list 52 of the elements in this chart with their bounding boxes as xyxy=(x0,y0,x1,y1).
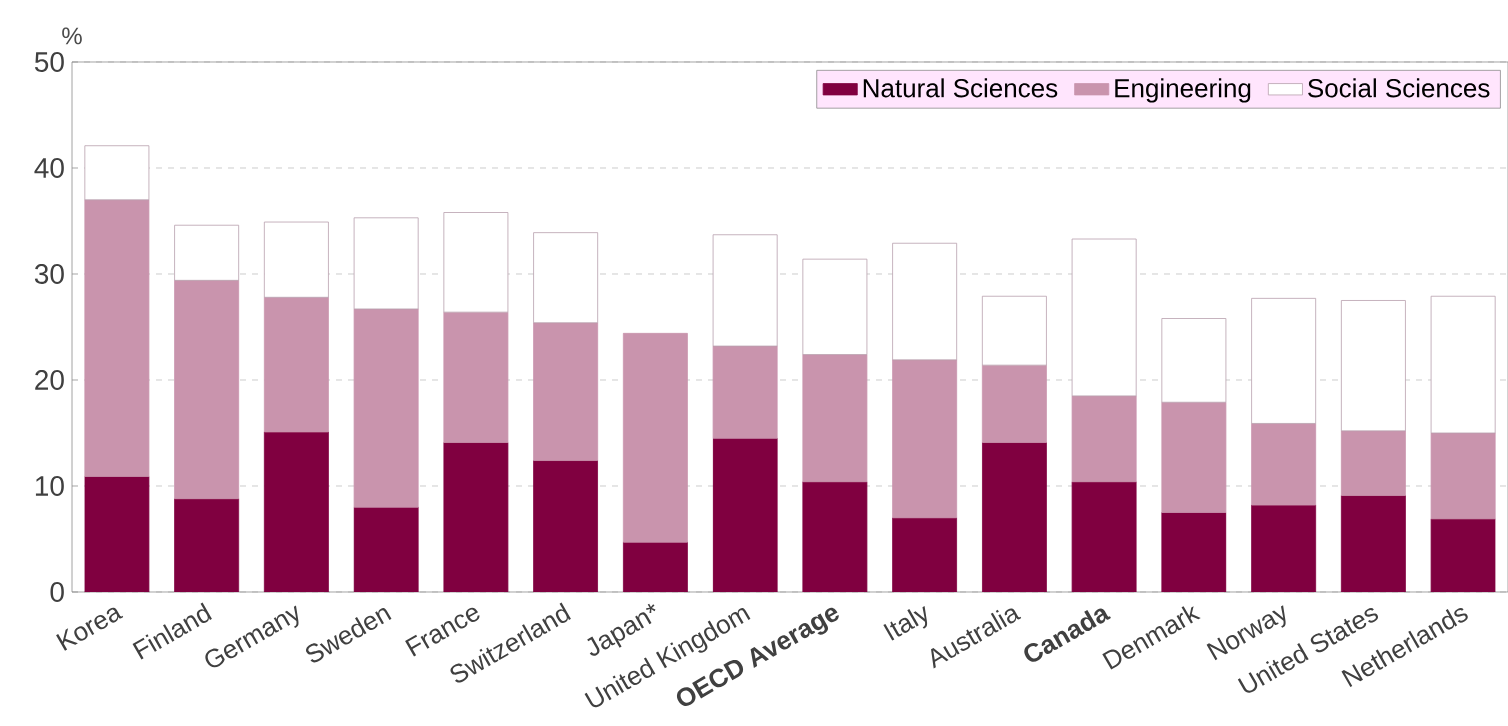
bar xyxy=(1251,504,1317,592)
bar xyxy=(1071,238,1137,397)
bar xyxy=(1071,395,1137,483)
bar xyxy=(443,311,509,443)
bar xyxy=(1251,423,1317,506)
bar xyxy=(712,234,778,347)
y-tick-label: 50 xyxy=(34,52,64,72)
x-tick-label: Korea xyxy=(56,607,124,651)
y-axis-title: % xyxy=(62,27,82,45)
bar xyxy=(622,332,688,543)
bar xyxy=(533,232,599,324)
legend-label: Engineering xyxy=(1115,78,1251,103)
bar xyxy=(892,359,958,519)
bar xyxy=(892,517,958,592)
bar xyxy=(84,199,150,477)
bar xyxy=(174,224,240,281)
bar xyxy=(1430,295,1496,434)
y-tick-label: 10 xyxy=(35,476,64,496)
bar xyxy=(712,345,778,439)
bar xyxy=(802,258,868,355)
bar xyxy=(1340,430,1406,496)
bar xyxy=(802,354,868,483)
y-tick-label: 30 xyxy=(34,264,64,284)
bar xyxy=(1251,297,1317,424)
legend-label: Natural Sciences xyxy=(863,78,1058,98)
bar xyxy=(981,295,1047,366)
bar xyxy=(892,242,958,361)
y-tick-label: 20 xyxy=(35,370,64,390)
bar xyxy=(981,364,1047,443)
bar xyxy=(263,296,329,433)
bar xyxy=(1430,518,1496,592)
bar xyxy=(1161,512,1227,592)
y-tick-label: 40 xyxy=(34,158,64,178)
bar xyxy=(443,212,509,313)
bar xyxy=(712,437,778,592)
bar xyxy=(353,217,419,310)
x-tick-label: Italy xyxy=(883,606,928,641)
bar xyxy=(353,308,419,508)
legend-label: Social Sciences xyxy=(1308,78,1490,98)
bar xyxy=(533,322,599,461)
bar xyxy=(84,145,150,201)
bar xyxy=(1340,300,1406,432)
y-tick-label: 0 xyxy=(50,582,64,602)
bar xyxy=(1161,401,1227,513)
bar xyxy=(1430,432,1496,520)
bar xyxy=(1161,318,1227,403)
bar xyxy=(533,460,599,592)
bar xyxy=(353,506,419,592)
bar xyxy=(174,279,240,500)
bar xyxy=(263,221,329,298)
bar xyxy=(981,442,1047,592)
bar xyxy=(84,476,150,592)
